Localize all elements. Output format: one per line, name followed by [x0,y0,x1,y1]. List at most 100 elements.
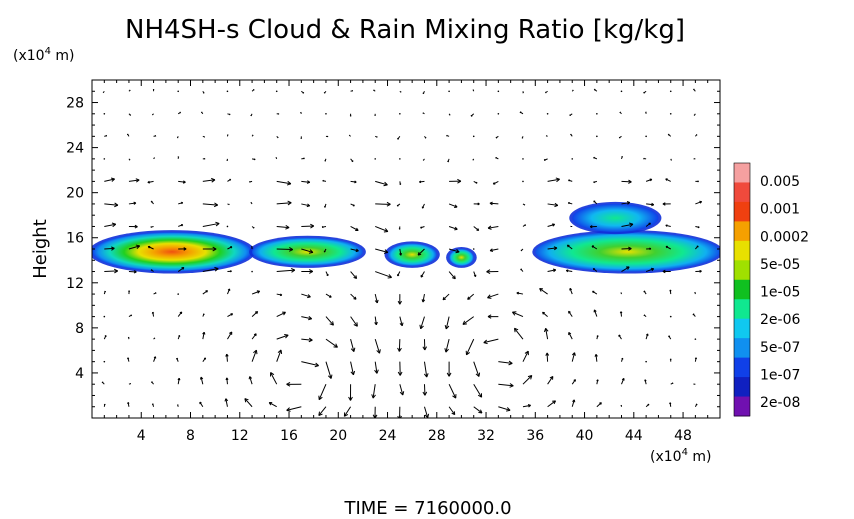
wind-vector-head [353,322,358,327]
wind-vector-head [662,269,666,274]
wind-vector-head [374,369,379,374]
wind-vector [268,402,277,408]
wind-vector-head [177,377,181,381]
wind-vector [202,203,218,206]
wind-vector-head [314,362,319,368]
wind-vector [178,180,186,183]
wind-vector [467,293,475,300]
wind-vector [276,349,282,362]
wind-vector-head [351,90,354,92]
wind-vector-head [215,221,220,227]
wind-vector-head [244,398,249,403]
wind-vector-head [552,400,557,405]
wind-vector-head [230,313,234,316]
wind-vector [104,223,116,227]
wind-vector-head [539,287,544,292]
wind-vector-head [353,296,357,300]
wind-vector-head [487,314,492,319]
wind-vector-head [250,114,252,117]
wind-vector [227,331,233,340]
wind-vector-head [628,179,632,184]
wind-vector [542,311,548,317]
wind-vector [645,268,654,273]
wind-vector [276,180,291,185]
x-axis: 4 8 12 16 20 24 28 32 36 40 44 48 [103,80,709,444]
wind-vector [226,377,228,385]
wind-vector [226,225,229,228]
wind-vector-head [300,111,302,113]
wind-vector-head [253,333,257,337]
wind-vector-head [444,348,449,353]
y-tick-label: 4 [75,366,84,382]
wind-vector-head [693,383,695,385]
wind-vector-head [285,224,290,230]
y-tick-label: 28 [66,96,84,112]
wind-vector-head [543,327,549,333]
wind-vector-head [422,346,427,351]
wind-vector [375,180,388,186]
wind-vector-head [486,269,491,275]
wind-vector [621,180,632,183]
wind-vector-head [282,311,286,316]
wind-vector-head [374,299,379,304]
wind-vector-head [473,274,477,278]
wind-vector-head [619,311,623,314]
y-tick-label: 16 [66,231,84,247]
wind-vector-head [699,269,702,273]
colorbar-label: 1e-07 [760,367,800,383]
cloud-region [387,243,437,266]
wind-vector-head [697,226,700,229]
wind-vector [593,309,598,317]
colorbar-frame [733,162,751,417]
colorbar-swatch [734,279,750,300]
wind-vector [374,338,381,354]
colorbar-label: 2e-06 [760,312,800,328]
wind-vector-head [288,247,294,252]
wind-vector-head [386,201,391,207]
wind-vector [473,226,480,231]
wind-vector [350,226,359,231]
wind-vector-head [150,200,153,203]
wind-vector-head [326,274,329,277]
wind-vector [669,90,672,93]
wind-vector [275,90,278,93]
wind-vector-head [129,159,131,161]
wind-vector-head [420,274,424,278]
wind-vector-head [229,113,231,116]
wind-vector [545,328,549,340]
wind-vector-head [451,275,456,280]
wind-vector-head [593,88,596,91]
wind-vector-head [373,89,375,91]
wind-vector-head [353,275,358,279]
wind-vector-head [451,411,456,416]
wind-vector-head [199,401,202,405]
wind-vector-head [287,200,292,206]
wind-vector-head [524,350,529,356]
wind-vector-head [662,202,666,206]
wind-vector-head [153,356,157,359]
wind-vector [350,339,355,352]
wind-vector-head [649,247,652,251]
wind-vector-head [253,349,258,355]
wind-vector-head [225,353,229,357]
wind-vector-head [202,331,206,335]
wind-vector [325,316,334,326]
wind-vector [318,383,327,400]
wind-vector-head [567,201,570,205]
wind-vector-head [105,134,108,137]
wind-vector-head [454,204,458,208]
wind-vector-head [127,402,130,405]
wind-vector [620,90,623,93]
x-unit-label: (x104 m) [650,447,712,465]
wind-vector-head [549,375,554,380]
wind-vector-head [422,159,425,161]
wind-vector-head [110,177,115,182]
wind-vector-head [277,349,283,354]
wind-vector-head [492,182,496,185]
wind-vector-head [130,314,133,317]
wind-vector-head [626,266,630,270]
wind-vector-head [554,202,559,208]
wind-vector [445,339,450,353]
wind-vector-head [619,111,621,113]
wind-vector [596,113,598,115]
